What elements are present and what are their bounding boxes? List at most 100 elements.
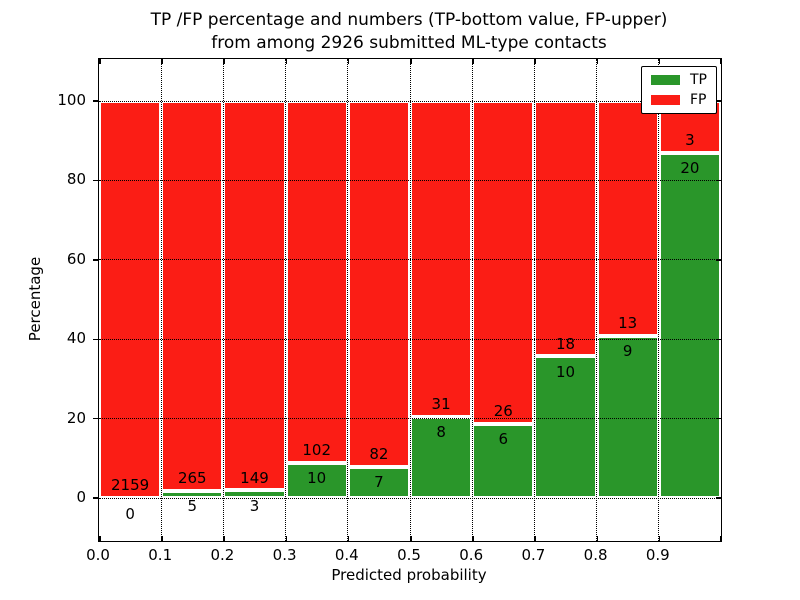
y-tick-label: 0 — [76, 488, 86, 507]
x-tick-label: 0.5 — [397, 546, 421, 564]
x-tick-mark — [719, 536, 721, 541]
fp-count-label: 2159 — [111, 476, 150, 495]
chart-title-line1: TP /FP percentage and numbers (TP-bottom… — [150, 10, 668, 30]
x-tick-mark — [347, 536, 350, 541]
x-tick-mark-top — [534, 59, 536, 64]
legend: TP FP — [641, 66, 717, 114]
vertical-gridline — [658, 59, 660, 541]
x-tick-mark — [223, 536, 225, 541]
fp-count-label: 149 — [240, 468, 269, 487]
x-tick-mark — [99, 536, 101, 541]
tp-swatch-icon — [651, 75, 680, 85]
fp-count-label: 265 — [177, 469, 207, 488]
x-tick-mark — [596, 536, 599, 541]
bars-layer — [99, 59, 721, 541]
tp-count-label: 8 — [436, 423, 446, 442]
vertical-gridline — [471, 59, 473, 541]
bar-tp-segment — [658, 152, 721, 499]
chart-title-line2: from among 2926 submitted ML-type contac… — [211, 33, 607, 53]
bar-labels-layer: 2159 0 265 5 149 3 102 10 82 7 31 8 26 6 18 10 13 9 3 20 — [99, 59, 721, 541]
fp-swatch-icon — [651, 95, 680, 105]
y-tick-mark — [92, 417, 98, 420]
fp-count-label: 18 — [555, 334, 576, 353]
x-tick-label: 0.0 — [86, 546, 110, 564]
vertical-gridline — [222, 59, 224, 541]
horizontal-gridline — [99, 259, 721, 261]
x-tick-label: 0.8 — [583, 546, 608, 564]
bar-tp-segment — [285, 462, 348, 499]
legend-item-label: FP — [690, 92, 707, 108]
x-tick-label: 0.2 — [210, 546, 235, 564]
bar-fp-segment — [99, 101, 162, 499]
fp-count-label: 102 — [302, 440, 331, 459]
x-tick-mark-top — [99, 59, 101, 64]
y-tick-label: 60 — [66, 249, 86, 268]
y-tick-label: 40 — [66, 329, 86, 348]
x-tick-mark-top — [347, 59, 350, 64]
y-tick-mark-right — [716, 338, 721, 341]
tp-count-label: 5 — [187, 497, 198, 516]
tp-count-label: 6 — [498, 430, 509, 449]
bar-tp-segment — [223, 490, 286, 499]
horizontal-gridline — [99, 100, 721, 102]
x-tick-mark — [658, 536, 661, 541]
y-tick-label: 100 — [57, 91, 86, 110]
y-tick-mark-right — [716, 417, 721, 420]
legend-item-label: TP — [690, 72, 707, 88]
bar-fp-segment — [534, 101, 597, 357]
bar-fp-segment — [285, 101, 348, 463]
x-tick-mark-top — [596, 59, 599, 64]
plot-area: 2159 0 265 5 149 3 102 10 82 7 31 8 26 6 18 10 13 9 3 20 TP… — [92, 58, 722, 542]
bar-tp-segment — [161, 490, 224, 499]
bar-tp-segment — [347, 466, 410, 499]
x-tick-mark-top — [410, 59, 412, 64]
x-tick-mark-top — [285, 59, 288, 64]
y-tick-label: 20 — [66, 408, 86, 427]
x-tick-mark-top — [161, 59, 163, 64]
horizontal-gridline — [99, 497, 721, 499]
x-tick-label: 0.9 — [645, 546, 670, 564]
x-tick-label: 0.3 — [272, 546, 297, 564]
x-tick-mark — [161, 536, 163, 541]
x-tick-label: 0.6 — [459, 546, 484, 564]
vertical-gridline — [596, 59, 598, 541]
vertical-gridline — [409, 59, 411, 541]
vertical-gridline — [533, 59, 535, 541]
legend-row: TP — [651, 73, 707, 87]
fp-count-label: 26 — [493, 401, 513, 420]
grid-layer — [99, 59, 721, 541]
x-tick-label: 0.1 — [148, 546, 173, 564]
x-tick-mark — [472, 536, 474, 541]
x-tick-mark — [285, 536, 288, 541]
x-tick-mark-top — [223, 59, 225, 64]
x-tick-mark-top — [472, 59, 474, 64]
x-tick-mark-top — [658, 59, 661, 64]
tp-count-label: 20 — [680, 159, 700, 178]
y-tick-mark-right — [716, 179, 721, 182]
y-tick-mark-right — [716, 100, 721, 102]
fp-count-label: 82 — [369, 445, 389, 464]
x-tick-label: 0.4 — [334, 546, 359, 564]
y-tick-label: 80 — [66, 170, 86, 189]
tp-count-label: 3 — [249, 496, 260, 515]
tp-count-label: 0 — [125, 504, 135, 523]
y-tick-mark — [92, 259, 98, 261]
tp-count-label: 7 — [374, 473, 384, 492]
y-tick-mark — [92, 100, 98, 102]
bar-fp-segment — [410, 101, 473, 417]
x-tick-mark-top — [719, 59, 721, 64]
y-tick-mark — [92, 338, 98, 341]
x-tick-mark — [534, 536, 536, 541]
bar-tp-segment — [596, 335, 659, 499]
y-tick-mark-right — [716, 497, 721, 499]
y-tick-mark — [92, 497, 98, 499]
bar-fp-segment — [596, 101, 659, 336]
y-tick-mark-right — [716, 259, 721, 261]
bar-tp-segment — [410, 416, 473, 499]
vertical-gridline — [285, 59, 287, 541]
vertical-gridline — [347, 59, 349, 541]
ticks-layer — [92, 59, 721, 541]
bar-fp-segment — [472, 101, 535, 424]
bar-fp-segment — [161, 101, 224, 491]
